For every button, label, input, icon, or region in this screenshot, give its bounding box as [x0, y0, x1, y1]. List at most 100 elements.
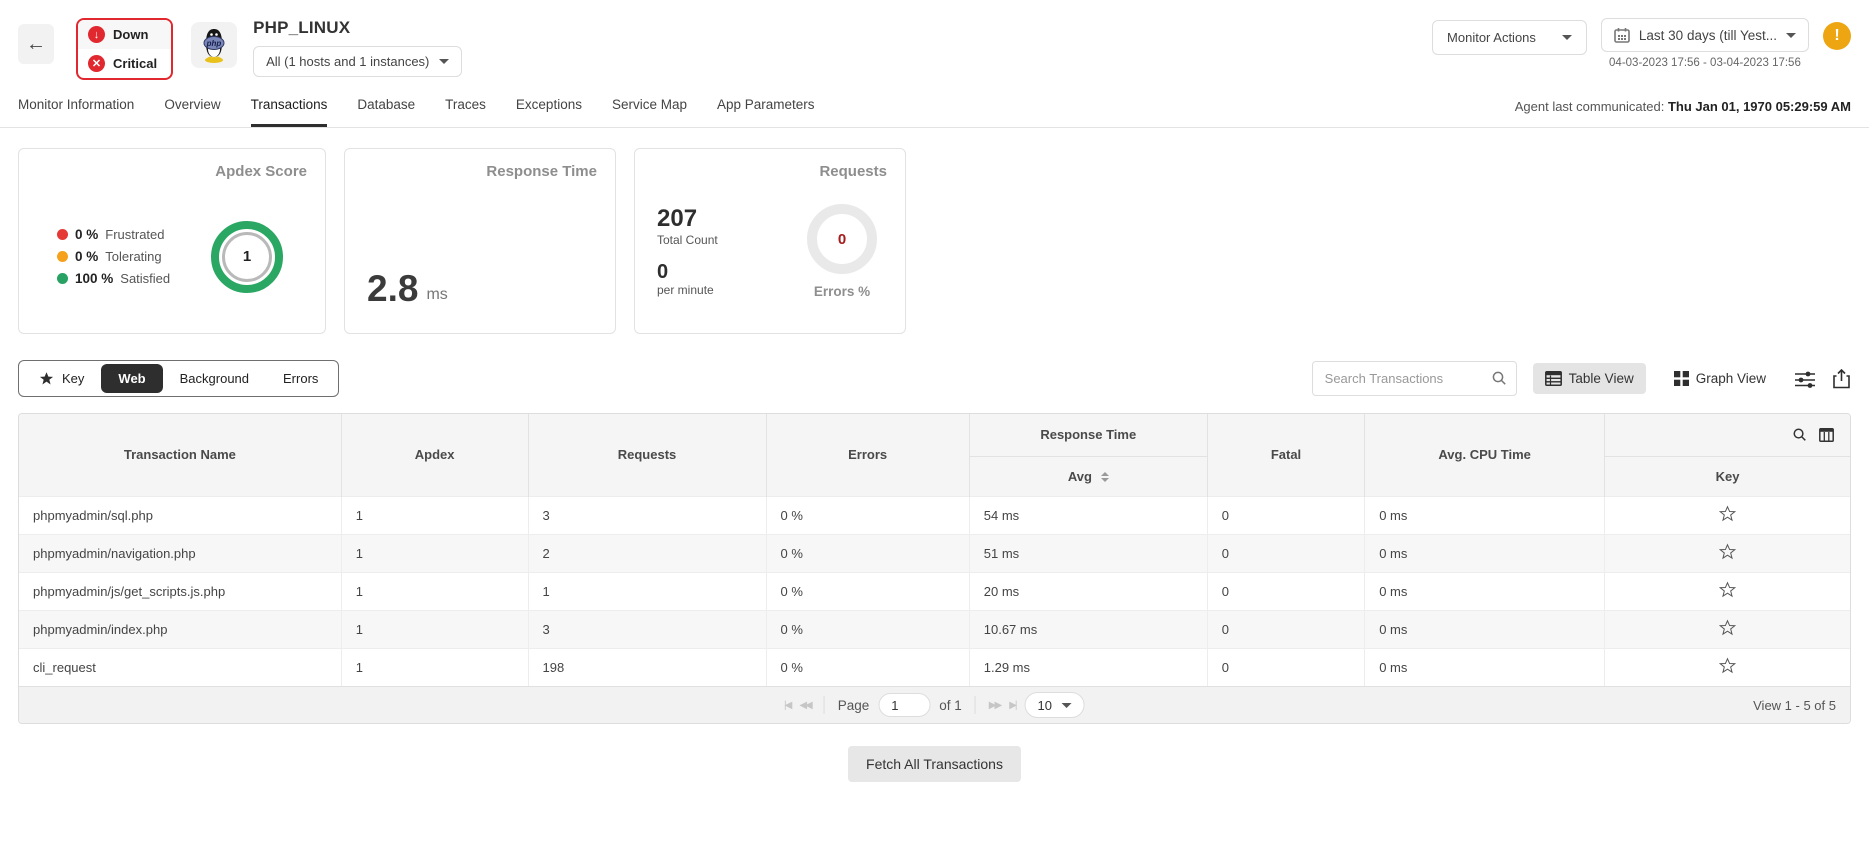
- key-star-icon[interactable]: [1719, 619, 1737, 636]
- status-down: ↓ Down: [78, 20, 172, 49]
- column-header-fatal[interactable]: Fatal: [1207, 414, 1366, 496]
- column-header-transaction-name[interactable]: Transaction Name: [19, 414, 342, 496]
- cell-transaction-name[interactable]: phpmyadmin/index.php: [19, 609, 342, 648]
- divider: [974, 696, 976, 714]
- chevron-down-icon: [1786, 32, 1796, 38]
- status-down-label: Down: [113, 27, 149, 42]
- column-header-apdex[interactable]: Apdex: [341, 414, 529, 496]
- php-linux-monitor-icon: php: [191, 22, 238, 68]
- table-view-button[interactable]: Table View: [1532, 363, 1646, 394]
- response-time-card-title: Response Time: [486, 163, 597, 180]
- tab-monitor-information[interactable]: Monitor Information: [18, 97, 135, 112]
- tab-service-map[interactable]: Service Map: [611, 97, 687, 112]
- monitor-header: ← ↓ Down ✕ Critical php PHP_LINUX All (1…: [0, 0, 1869, 80]
- date-range-dropdown[interactable]: Last 30 days (till Yest...: [1600, 18, 1809, 52]
- monitor-actions-dropdown[interactable]: Monitor Actions: [1432, 20, 1587, 55]
- tab-overview[interactable]: Overview: [164, 97, 221, 112]
- key-star-icon[interactable]: [1719, 505, 1737, 522]
- column-header-avg-cpu-time[interactable]: Avg. CPU Time: [1364, 414, 1606, 496]
- filter-web[interactable]: Web: [101, 364, 163, 393]
- filter-settings-button[interactable]: [1794, 370, 1816, 388]
- table-view-icon: [1544, 371, 1562, 386]
- cell-transaction-name[interactable]: phpmyadmin/sql.php: [19, 495, 342, 534]
- back-button[interactable]: ←: [18, 24, 54, 64]
- page-size-select[interactable]: 10: [1024, 692, 1085, 718]
- pagination-bar: |◀ ◀◀ Page of 1 ▶▶ ▶| 10 View 1 - 5 of 5: [19, 686, 1850, 723]
- monitor-tabs: Monitor Information Overview Transaction…: [0, 86, 1869, 128]
- response-time-unit: ms: [426, 286, 448, 303]
- search-transactions-input[interactable]: [1311, 361, 1517, 396]
- cell-transaction-name[interactable]: phpmyadmin/navigation.php: [19, 533, 342, 572]
- requests-total-count: 207: [657, 205, 698, 233]
- key-star-icon[interactable]: [1719, 543, 1737, 560]
- filter-background[interactable]: Background: [179, 371, 250, 386]
- previous-page-icon[interactable]: ◀◀: [799, 699, 812, 711]
- transactions-toolbar: Key Web Background Errors: [0, 334, 1869, 397]
- transactions-table: Transaction Name Apdex Requests Errors R…: [18, 413, 1851, 724]
- view-range-info: View 1 - 5 of 5: [1753, 697, 1836, 713]
- column-header-response-time[interactable]: Response Time: [969, 414, 1208, 457]
- agent-last-communicated-value: Thu Jan 01, 1970 05:29:59 AM: [1667, 99, 1851, 114]
- cell-transaction-name[interactable]: cli_request: [19, 647, 342, 686]
- cell-transaction-name[interactable]: phpmyadmin/js/get_scripts.js.php: [19, 571, 342, 610]
- requests-counts: 207 Total Count 0 per minute: [657, 205, 718, 297]
- tab-app-parameters[interactable]: App Parameters: [717, 97, 815, 112]
- errors-gauge: 0 Errors %: [807, 204, 877, 299]
- table-row[interactable]: phpmyadmin/navigation.php 1 2 0 % 51 ms …: [19, 533, 1850, 572]
- host-instance-selector-label: All (1 hosts and 1 instances): [266, 54, 430, 69]
- table-row[interactable]: cli_request 1 198 0 % 1.29 ms 0 0 ms: [19, 647, 1850, 686]
- first-page-icon[interactable]: |◀: [784, 699, 792, 711]
- date-range-detail: 04-03-2023 17:56 - 03-04-2023 17:56: [1609, 57, 1801, 69]
- page-of-label: of 1: [939, 697, 962, 713]
- requests-total-count-label: Total Count: [657, 232, 718, 247]
- tab-transactions[interactable]: Transactions: [250, 86, 328, 127]
- warning-icon[interactable]: !: [1823, 22, 1851, 50]
- host-instance-selector[interactable]: All (1 hosts and 1 instances): [253, 46, 463, 77]
- table-search-icon[interactable]: [1792, 427, 1807, 442]
- search-icon[interactable]: [1491, 370, 1507, 386]
- tab-traces[interactable]: Traces: [445, 97, 486, 112]
- sliders-icon: [1795, 371, 1815, 388]
- apdex-score-value: 1: [242, 248, 252, 265]
- errors-percent-label: Errors %: [813, 284, 871, 299]
- chevron-down-icon: [439, 59, 450, 64]
- next-page-icon[interactable]: ▶▶: [988, 699, 1002, 711]
- critical-x-icon: ✕: [88, 55, 105, 72]
- page-number-input[interactable]: [878, 693, 931, 717]
- calendar-icon: [1614, 28, 1630, 43]
- search-transactions: [1311, 361, 1517, 396]
- agent-last-communicated: Agent last communicated: Thu Jan 01, 197…: [1514, 99, 1851, 114]
- requests-per-minute-label: per minute: [657, 282, 714, 297]
- errors-percent-value: 0: [837, 230, 847, 248]
- column-chooser-icon[interactable]: [1819, 427, 1834, 442]
- fetch-all-transactions-button[interactable]: Fetch All Transactions: [848, 746, 1021, 782]
- filter-errors[interactable]: Errors: [283, 371, 319, 386]
- tab-database[interactable]: Database: [357, 97, 416, 112]
- filter-key[interactable]: Key: [22, 364, 101, 393]
- last-page-icon[interactable]: ▶|: [1009, 699, 1017, 711]
- frustrated-dot-icon: [57, 229, 68, 240]
- export-button[interactable]: [1832, 368, 1851, 389]
- legend-frustrated: 0 % Frustrated: [57, 227, 170, 242]
- table-row[interactable]: phpmyadmin/js/get_scripts.js.php 1 1 0 %…: [19, 571, 1850, 610]
- column-header-response-time-avg[interactable]: Avg: [969, 456, 1208, 496]
- key-star-icon[interactable]: [1719, 581, 1737, 598]
- response-time-value: 2.8: [367, 268, 419, 309]
- page-title: PHP_LINUX: [253, 18, 351, 37]
- apdex-gauge: 1: [211, 220, 283, 293]
- column-header-requests[interactable]: Requests: [528, 414, 767, 496]
- column-header-key[interactable]: Key: [1604, 456, 1850, 496]
- tab-exceptions[interactable]: Exceptions: [515, 97, 582, 112]
- graph-view-button[interactable]: Graph View: [1662, 363, 1778, 394]
- monitor-actions-label: Monitor Actions: [1447, 30, 1536, 45]
- table-row[interactable]: phpmyadmin/sql.php 1 3 0 % 54 ms 0 0 ms: [19, 495, 1850, 534]
- chevron-down-icon: [1061, 702, 1072, 708]
- apdex-score-card: Apdex Score 0 % Frustrated 0 % Toleratin…: [18, 148, 326, 334]
- key-star-icon[interactable]: [1719, 657, 1737, 674]
- table-row[interactable]: phpmyadmin/index.php 1 3 0 % 10.67 ms 0 …: [19, 609, 1850, 648]
- column-header-errors[interactable]: Errors: [766, 414, 970, 496]
- legend-tolerating: 0 % Tolerating: [57, 249, 170, 264]
- apdex-legend: 0 % Frustrated 0 % Tolerating 100 % Sati…: [57, 220, 170, 293]
- apdex-card-title: Apdex Score: [215, 163, 307, 180]
- export-share-icon: [1833, 368, 1850, 388]
